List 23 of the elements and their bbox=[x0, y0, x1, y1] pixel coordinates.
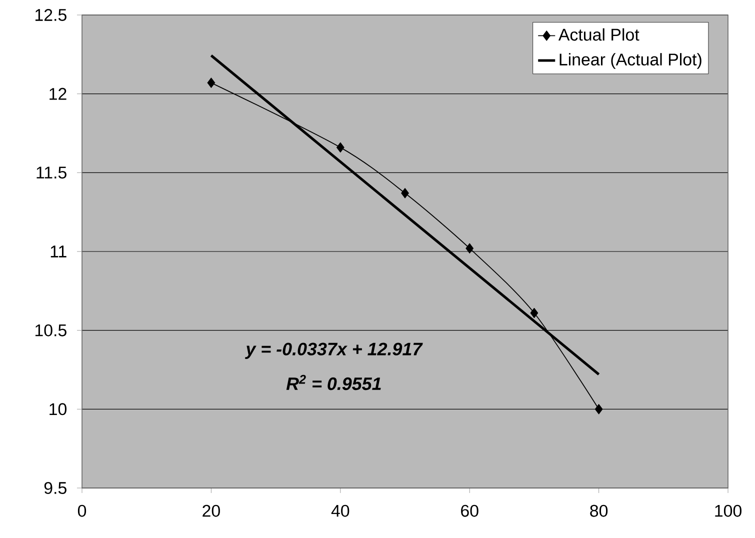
x-tick-label: 40 bbox=[331, 504, 350, 517]
point bbox=[594, 404, 603, 414]
point bbox=[401, 188, 409, 198]
y-tick-label: 11.5 bbox=[36, 166, 66, 179]
point bbox=[466, 243, 474, 254]
x-tick-label: 0 bbox=[78, 504, 86, 517]
y-tick-label: 10.5 bbox=[35, 324, 66, 336]
legend-label: Linear (Actual Plot) bbox=[560, 53, 702, 69]
x-tick-label: 80 bbox=[590, 504, 608, 517]
point bbox=[530, 308, 538, 318]
y-tick-label: 10 bbox=[50, 403, 66, 416]
legend-label: Actual Plot bbox=[558, 28, 640, 41]
x-tick-label: 100 bbox=[715, 504, 742, 517]
point bbox=[336, 142, 344, 153]
y-tick-label: 11 bbox=[50, 246, 66, 258]
x-tick-label: 20 bbox=[202, 504, 220, 517]
point bbox=[207, 78, 216, 88]
y-tick-label: 12 bbox=[50, 88, 66, 100]
annotation: R$^{2}$ = 0.9551 bbox=[286, 374, 381, 390]
x-tick-label: 60 bbox=[461, 504, 478, 517]
y-tick-label: 9.5 bbox=[44, 482, 66, 494]
annotation: y = -0.0337x + 12.917 bbox=[244, 342, 423, 359]
y-tick-label: 12.5 bbox=[35, 9, 66, 21]
